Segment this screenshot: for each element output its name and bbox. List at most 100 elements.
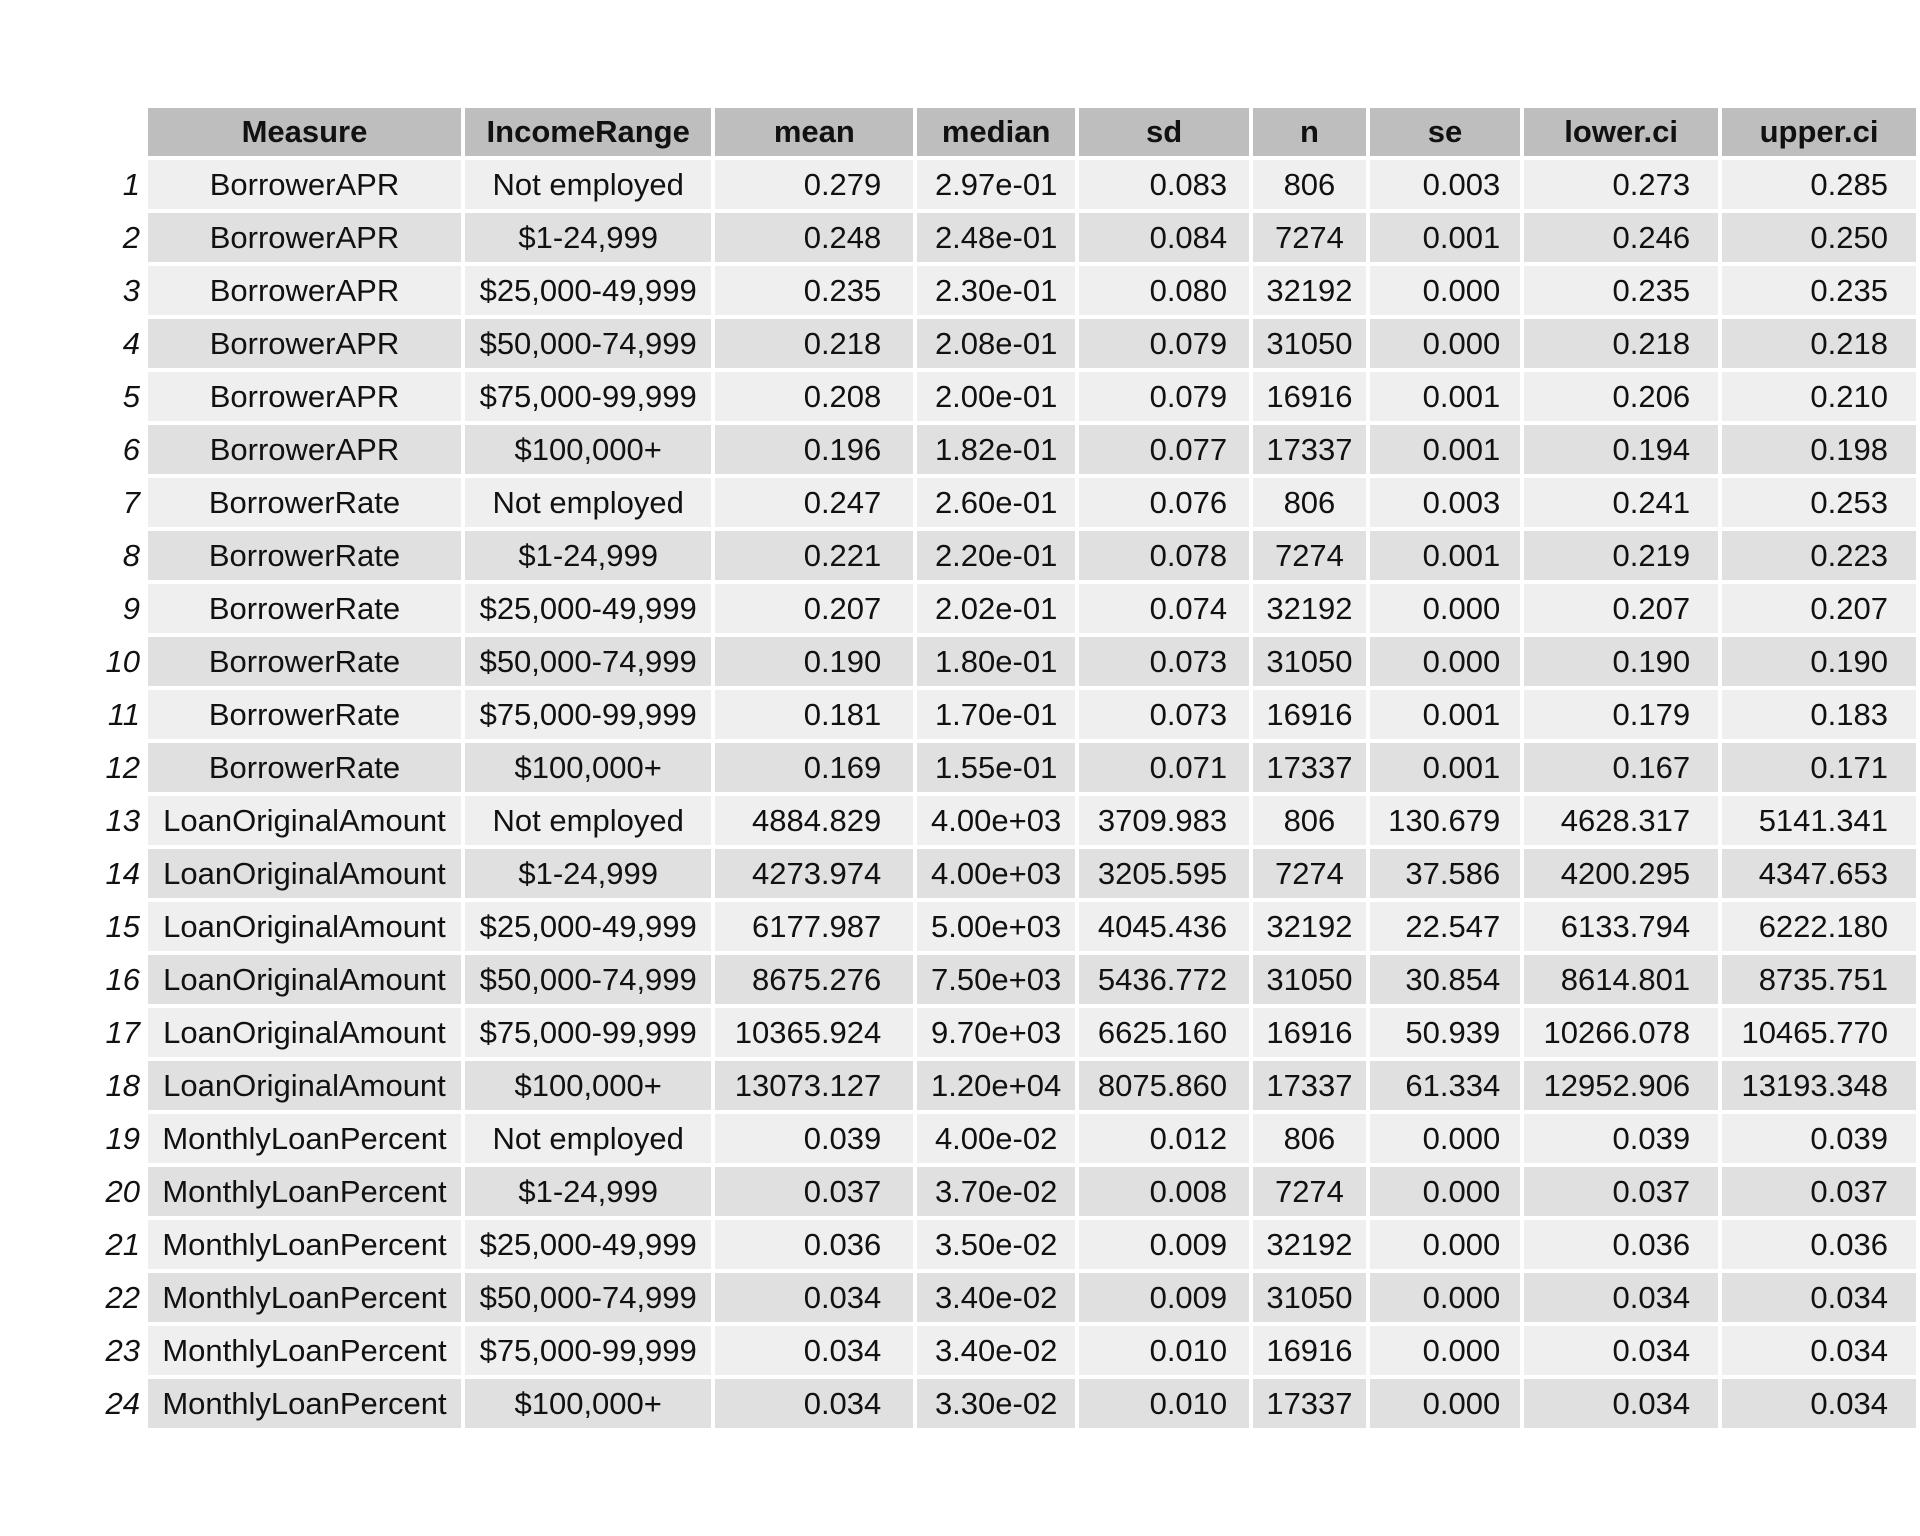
- cell-sd: 0.079: [1078, 372, 1250, 421]
- cell-median: 2.08e-01: [917, 319, 1075, 368]
- cell-median: 3.40e-02: [917, 1273, 1075, 1322]
- cell-sd: 0.071: [1078, 743, 1250, 792]
- cell-sd: 0.074: [1078, 584, 1250, 633]
- cell-upper-ci: 0.223: [1722, 531, 1916, 580]
- cell-sd: 4045.436: [1078, 902, 1250, 951]
- header-mean: mean: [715, 108, 914, 156]
- cell-lower-ci: 0.273: [1524, 160, 1719, 209]
- cell-sd: 0.073: [1078, 637, 1250, 686]
- cell-measure: BorrowerAPR: [148, 319, 461, 368]
- cell-measure: BorrowerRate: [148, 531, 461, 580]
- summary-table-container: Measure IncomeRange mean median sd n se …: [88, 104, 1920, 1432]
- cell-se: 0.000: [1369, 637, 1521, 686]
- cell-upper-ci: 0.210: [1722, 372, 1916, 421]
- cell-median: 2.30e-01: [917, 266, 1075, 315]
- cell-n: 17337: [1253, 743, 1366, 792]
- cell-measure: BorrowerRate: [148, 478, 461, 527]
- cell-mean: 0.208: [715, 372, 914, 421]
- cell-lower-ci: 0.037: [1524, 1167, 1719, 1216]
- cell-measure: LoanOriginalAmount: [148, 796, 461, 845]
- cell-income-range: $75,000-99,999: [464, 372, 712, 421]
- cell-income-range: Not employed: [464, 1114, 712, 1163]
- cell-sd: 0.009: [1078, 1220, 1250, 1269]
- cell-sd: 0.078: [1078, 531, 1250, 580]
- cell-sd: 5436.772: [1078, 955, 1250, 1004]
- cell-mean: 0.039: [715, 1114, 914, 1163]
- row-number: 5: [122, 378, 141, 414]
- table-row: 21 MonthlyLoanPercent $25,000-49,999 0.036 3…: [92, 1220, 1916, 1269]
- row-number: 17: [105, 1014, 141, 1050]
- cell-median: 4.00e-02: [917, 1114, 1075, 1163]
- cell-mean: 6177.987: [715, 902, 914, 951]
- cell-mean: 0.190: [715, 637, 914, 686]
- cell-income-range: $25,000-49,999: [464, 902, 712, 951]
- cell-upper-ci: 0.034: [1722, 1326, 1916, 1375]
- cell-upper-ci: 0.235: [1722, 266, 1916, 315]
- cell-income-range: $50,000-74,999: [464, 1273, 712, 1322]
- cell-measure: LoanOriginalAmount: [148, 902, 461, 951]
- cell-income-range: $50,000-74,999: [464, 955, 712, 1004]
- cell-upper-ci: 10465.770: [1722, 1008, 1916, 1057]
- cell-n: 806: [1253, 1114, 1366, 1163]
- cell-mean: 0.235: [715, 266, 914, 315]
- cell-sd: 0.009: [1078, 1273, 1250, 1322]
- row-number: 22: [105, 1279, 141, 1315]
- cell-mean: 0.181: [715, 690, 914, 739]
- cell-median: 1.82e-01: [917, 425, 1075, 474]
- cell-n: 7274: [1253, 213, 1366, 262]
- cell-income-range: $75,000-99,999: [464, 1008, 712, 1057]
- cell-median: 3.70e-02: [917, 1167, 1075, 1216]
- cell-lower-ci: 0.034: [1524, 1379, 1719, 1428]
- table-row: 11 BorrowerRate $75,000-99,999 0.181 1.70e-0…: [92, 690, 1916, 739]
- cell-median: 1.20e+04: [917, 1061, 1075, 1110]
- cell-mean: 0.034: [715, 1273, 914, 1322]
- cell-measure: BorrowerRate: [148, 637, 461, 686]
- cell-income-range: $100,000+: [464, 1061, 712, 1110]
- cell-upper-ci: 0.171: [1722, 743, 1916, 792]
- row-number: 7: [122, 484, 141, 520]
- table-row: 12 BorrowerRate $100,000+ 0.169 1.55e-01 0.07…: [92, 743, 1916, 792]
- cell-mean: 0.207: [715, 584, 914, 633]
- table-row: 6 BorrowerAPR $100,000+ 0.196 1.82e-01 0.077 1…: [92, 425, 1916, 474]
- cell-se: 0.001: [1369, 531, 1521, 580]
- cell-sd: 0.010: [1078, 1326, 1250, 1375]
- table-row: 23 MonthlyLoanPercent $75,000-99,999 0.034 3…: [92, 1326, 1916, 1375]
- table-row: 7 BorrowerRate Not employed 0.247 2.60e-01 0.…: [92, 478, 1916, 527]
- cell-se: 61.334: [1369, 1061, 1521, 1110]
- cell-upper-ci: 0.250: [1722, 213, 1916, 262]
- cell-upper-ci: 0.198: [1722, 425, 1916, 474]
- cell-lower-ci: 0.179: [1524, 690, 1719, 739]
- cell-income-range: $50,000-74,999: [464, 637, 712, 686]
- cell-upper-ci: 0.037: [1722, 1167, 1916, 1216]
- header-n: n: [1253, 108, 1366, 156]
- cell-mean: 0.169: [715, 743, 914, 792]
- cell-measure: BorrowerAPR: [148, 160, 461, 209]
- row-number-header: [92, 108, 144, 156]
- cell-mean: 10365.924: [715, 1008, 914, 1057]
- cell-income-range: $75,000-99,999: [464, 690, 712, 739]
- cell-sd: 0.084: [1078, 213, 1250, 262]
- cell-income-range: $100,000+: [464, 1379, 712, 1428]
- cell-se: 0.000: [1369, 584, 1521, 633]
- header-upper-ci: upper.ci: [1722, 108, 1916, 156]
- cell-se: 0.001: [1369, 743, 1521, 792]
- cell-se: 0.000: [1369, 1326, 1521, 1375]
- header-measure: Measure: [148, 108, 461, 156]
- cell-income-range: $75,000-99,999: [464, 1326, 712, 1375]
- cell-sd: 0.073: [1078, 690, 1250, 739]
- cell-n: 31050: [1253, 637, 1366, 686]
- row-number: 18: [105, 1067, 141, 1103]
- row-number: 2: [122, 219, 141, 255]
- cell-measure: MonthlyLoanPercent: [148, 1326, 461, 1375]
- cell-measure: BorrowerAPR: [148, 425, 461, 474]
- cell-median: 3.40e-02: [917, 1326, 1075, 1375]
- cell-n: 31050: [1253, 1273, 1366, 1322]
- cell-se: 0.000: [1369, 319, 1521, 368]
- cell-se: 0.003: [1369, 478, 1521, 527]
- cell-measure: MonthlyLoanPercent: [148, 1273, 461, 1322]
- cell-measure: BorrowerAPR: [148, 213, 461, 262]
- row-number: 19: [105, 1120, 141, 1156]
- cell-upper-ci: 0.253: [1722, 478, 1916, 527]
- cell-sd: 0.076: [1078, 478, 1250, 527]
- row-number: 9: [122, 590, 141, 626]
